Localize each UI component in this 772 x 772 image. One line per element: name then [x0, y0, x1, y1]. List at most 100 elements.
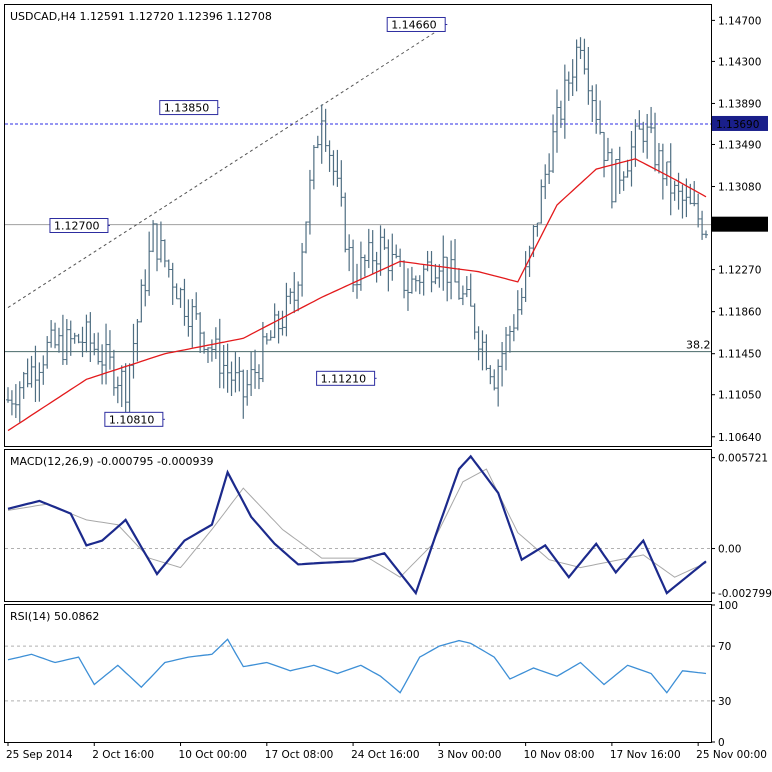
ohlc-bar: [672, 180, 677, 201]
macd-signal-line: [7, 468, 707, 578]
price-y-tick-label: 1.10640: [718, 432, 761, 444]
ohlc-bar: [205, 347, 210, 363]
ohlc-bar: [535, 222, 540, 237]
ohlc-bar: [551, 114, 556, 173]
rsi-y-tick-label: 0: [718, 737, 725, 749]
ohlc-bar: [221, 345, 226, 389]
ohlc-bar: [225, 343, 230, 393]
ohlc-bar: [280, 310, 285, 336]
ohlc-bar: [468, 273, 473, 307]
moving-average-line: [7, 158, 707, 432]
current-price-tag: [712, 216, 768, 232]
ohlc-bar: [543, 164, 548, 200]
ohlc-bar: [245, 369, 250, 406]
ohlc-bar: [504, 327, 509, 371]
ohlc-bar: [405, 268, 410, 311]
ohlc-bar: [143, 269, 148, 307]
ohlc-bar: [464, 276, 469, 298]
ohlc-bar: [425, 250, 430, 272]
trendline: [7, 24, 448, 308]
ohlc-bar: [692, 181, 697, 207]
price-panel-title: USDCAD,H4 1.12591 1.12720 1.12396 1.1270…: [10, 10, 272, 23]
ohlc-bar: [151, 220, 156, 253]
time-tick-label: 24 Oct 16:00: [351, 749, 419, 761]
ohlc-bar: [578, 37, 583, 60]
ohlc-bar: [676, 172, 681, 210]
ohlc-bar: [237, 356, 242, 392]
ohlc-bar: [115, 376, 120, 404]
ohlc-bar: [319, 104, 324, 164]
ohlc-bar: [296, 281, 301, 312]
ohlc-bar: [456, 268, 461, 300]
ohlc-bar: [343, 192, 348, 253]
ohlc-bar: [68, 320, 73, 356]
annotation-label-box: [49, 218, 109, 233]
ohlc-bar: [339, 160, 344, 207]
ohlc-bar: [84, 314, 89, 353]
annotation-label-box: [104, 411, 164, 427]
ohlc-bar: [621, 171, 626, 191]
ohlc-bar: [605, 137, 610, 161]
time-tick-label: 25 Nov 00:00: [696, 749, 767, 761]
ohlc-bar: [515, 290, 520, 331]
ohlc-bar: [358, 241, 363, 291]
ohlc-bar: [315, 135, 320, 149]
macd-y-tick-label: 0.00: [718, 544, 741, 556]
ohlc-bar: [696, 193, 701, 228]
ohlc-bar: [480, 330, 485, 371]
ohlc-bar: [645, 113, 650, 159]
ohlc-bar: [602, 131, 607, 178]
ohlc-bar: [449, 240, 454, 300]
ohlc-bar: [378, 225, 383, 276]
ohlc-bar: [186, 299, 191, 337]
ohlc-bar: [119, 365, 124, 408]
ohlc-bar: [625, 159, 630, 178]
ohlc-bar: [700, 210, 705, 240]
macd-panel-title: MACD(12,26,9) -0.000795 -0.000939: [10, 455, 213, 468]
ohlc-bar: [386, 239, 391, 292]
ohlc-bar: [574, 39, 579, 92]
ohlc-bar: [217, 318, 222, 389]
ohlc-bar: [307, 169, 312, 235]
ohlc-bar: [139, 279, 144, 323]
rsi-y-tick-label: 70: [718, 641, 731, 653]
ohlc-bar: [382, 228, 387, 250]
ohlc-bar: [402, 260, 407, 299]
ohlc-bar: [264, 333, 269, 345]
ohlc-bar: [523, 251, 528, 302]
resistance-price-tag-label: 1.13690: [716, 119, 759, 131]
annotation-label-box: [316, 370, 376, 386]
time-axis: 25 Sep 2014 2 Oct 16:00 10 Oct 00:00 17 Oct…: [6, 742, 767, 761]
ohlc-bar: [429, 251, 434, 293]
annotation-label-box: [386, 16, 446, 32]
time-tick-label: 3 Nov 00:00: [437, 749, 501, 761]
ohlc-bar: [649, 106, 654, 134]
ohlc-bar: [123, 363, 128, 416]
ohlc-bar: [613, 159, 618, 203]
ohlc-bar: [609, 148, 614, 209]
ohlc-bar: [276, 310, 281, 344]
ohlc-bar: [76, 333, 81, 344]
ohlc-bar: [88, 312, 93, 362]
ohlc-bar: [370, 230, 375, 274]
ohlc-bar: [558, 100, 563, 128]
ohlc-bar: [398, 248, 403, 267]
ohlc-bar: [390, 233, 395, 281]
ohlc-bar: [445, 256, 450, 302]
ohlc-bar: [539, 179, 544, 224]
current-price-tag-label: 1.12708: [716, 220, 759, 232]
price-panel-frame: [4, 4, 712, 447]
price-y-tick-label: 1.11860: [718, 307, 761, 319]
ohlc-bar: [21, 371, 26, 399]
ohlc-bar: [260, 321, 265, 383]
ohlc-bar: [131, 323, 136, 379]
ohlc-bar: [111, 349, 116, 396]
ohlc-bar: [366, 228, 371, 269]
macd-main-line: [7, 454, 707, 596]
ohlc-bar: [100, 344, 105, 385]
time-tick-label: 2 Oct 16:00: [92, 749, 154, 761]
ohlc-bar: [272, 303, 277, 339]
ohlc-bar: [13, 384, 18, 419]
ohlc-bar: [519, 287, 524, 315]
